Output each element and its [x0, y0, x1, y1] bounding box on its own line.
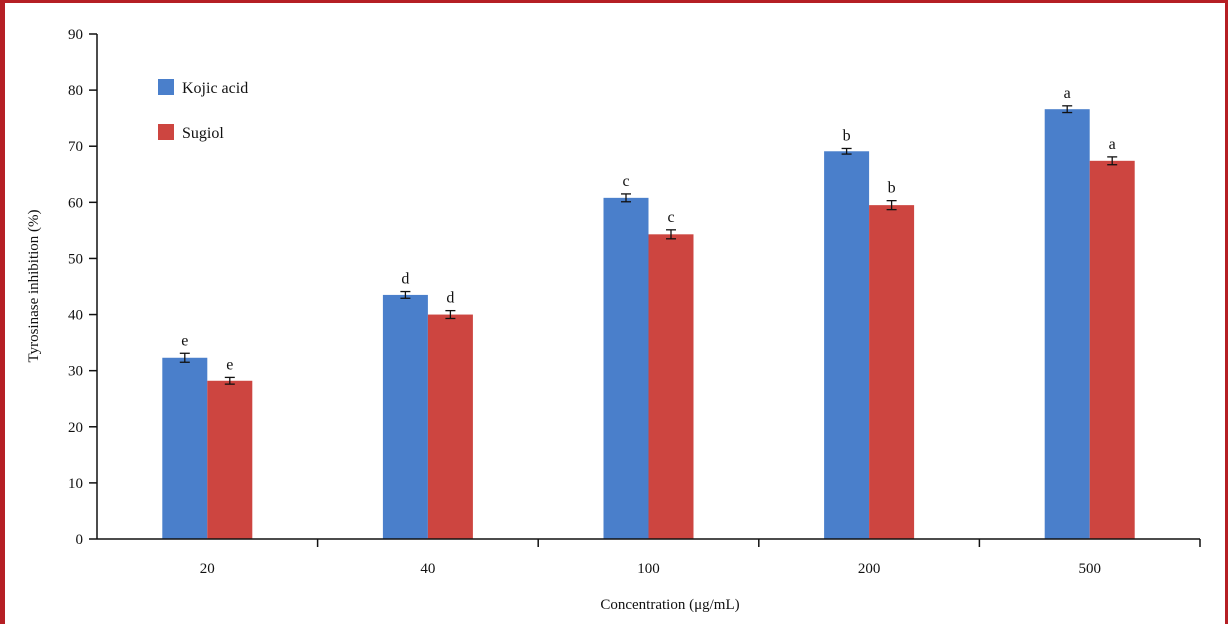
y-tick-label: 30	[68, 364, 83, 380]
legend-label-kojic-acid: Kojic acid	[182, 80, 248, 97]
y-tick-label: 90	[68, 27, 83, 43]
bars-layer: e e d d c c b b a a	[162, 85, 1135, 540]
significance-label-kojic-acid: d	[401, 271, 409, 288]
y-tick-label: 10	[68, 476, 83, 492]
axes-layer	[96, 34, 1200, 540]
bar-sugiol	[1089, 160, 1135, 540]
bar-kojic-acid	[382, 294, 428, 539]
x-tick-label: 40	[420, 561, 435, 577]
significance-label-kojic-acid: b	[843, 127, 851, 144]
bar-kojic-acid	[162, 357, 208, 539]
bar-sugiol	[207, 380, 253, 539]
significance-label-sugiol: b	[888, 180, 896, 197]
y-tick-label: 50	[68, 251, 83, 267]
bar-sugiol	[427, 314, 473, 539]
y-tick-label: 40	[68, 308, 83, 324]
x-axis-label: Concentration (μg/mL)	[600, 597, 739, 613]
x-tick-label: 200	[858, 561, 881, 577]
legend-label-sugiol: Sugiol	[182, 125, 224, 142]
bar-sugiol	[648, 234, 694, 540]
legend-swatch-kojic-acid	[158, 79, 174, 95]
x-tick-label: 500	[1078, 561, 1101, 577]
legend-swatch-sugiol	[158, 124, 174, 140]
x-tick-label: 100	[637, 561, 660, 577]
significance-label-kojic-acid: e	[181, 332, 188, 349]
y-tick-label: 80	[68, 83, 83, 99]
bar-kojic-acid	[1044, 109, 1090, 539]
y-tick-label: 70	[68, 139, 83, 155]
significance-label-kojic-acid: a	[1064, 85, 1071, 102]
x-tick-label: 20	[200, 561, 215, 577]
y-axis-label: Tyrosinase inhibition (%)	[26, 209, 42, 362]
significance-label-sugiol: c	[667, 209, 674, 226]
y-tick-label: 0	[76, 532, 84, 548]
legend: Kojic acid Sugiol	[158, 79, 248, 142]
significance-label-sugiol: a	[1109, 136, 1116, 153]
significance-label-sugiol: d	[446, 290, 454, 307]
y-ticks: 0 10 20 30 40 50 60 70 80 90	[68, 27, 97, 548]
y-tick-label: 60	[68, 195, 83, 211]
bar-kojic-acid	[824, 151, 870, 539]
y-tick-label: 20	[68, 420, 83, 436]
significance-label-sugiol: e	[226, 356, 233, 373]
significance-label-kojic-acid: c	[622, 173, 629, 190]
bar-kojic-acid	[603, 197, 649, 539]
x-ticks: 20 40 100 200 500	[200, 539, 1201, 577]
bar-sugiol	[869, 205, 915, 539]
